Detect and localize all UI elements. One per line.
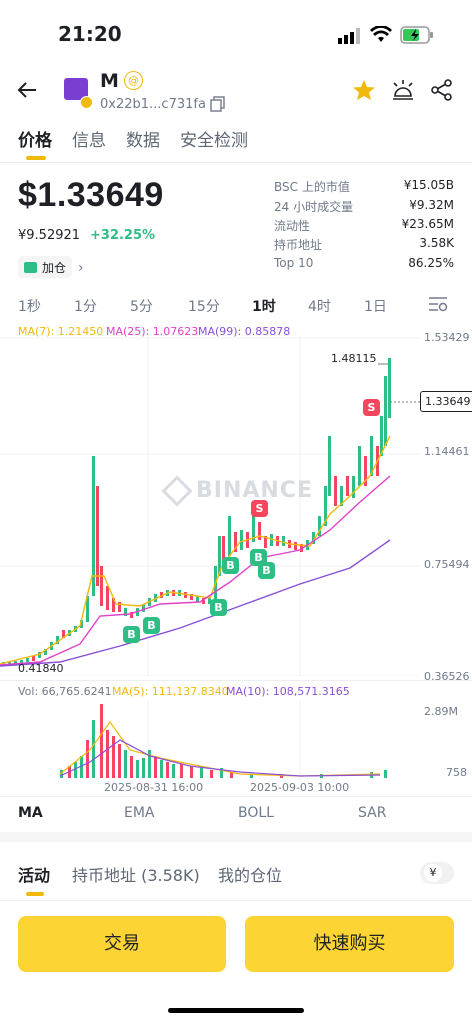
share-icon[interactable] — [430, 78, 454, 106]
ma99-line — [0, 539, 391, 667]
section-gap — [0, 832, 472, 842]
copy-icon[interactable] — [210, 96, 226, 116]
star-icon[interactable] — [352, 79, 376, 105]
tab-my-position[interactable]: 我的仓位 — [218, 866, 283, 885]
price-alert-icon[interactable] — [390, 78, 416, 106]
current-price: $1.33649 — [18, 176, 164, 214]
date-label-1: 2025-08-31 16:00 — [104, 781, 204, 794]
wallet-icon — [24, 261, 37, 273]
activity-tab-indicator — [26, 892, 44, 896]
status-time: 21:20 — [58, 22, 122, 46]
ma25-label: MA(25): 1.07623 — [106, 325, 199, 338]
stat-label-volume: 24 小时成交量 — [274, 200, 354, 214]
bsc-chain-icon — [80, 96, 93, 109]
stat-value-liquidity: ¥23.65M — [401, 217, 454, 231]
interval-1h[interactable]: 1时 — [252, 299, 276, 315]
token-logo — [64, 78, 88, 100]
trade-button[interactable]: 交易 — [18, 916, 226, 972]
volume-label: Vol: 66,765.6241 — [18, 685, 112, 698]
buy-marker[interactable]: B — [143, 617, 160, 634]
price-chart[interactable] — [0, 336, 420, 676]
currency-symbol: ¥ — [424, 864, 442, 882]
add-position-label: 加仓 — [42, 260, 67, 275]
tab-activity[interactable]: 活动 — [18, 866, 51, 885]
tab-security[interactable]: 安全检测 — [180, 131, 248, 151]
y-axis-1: 1.53429 — [424, 331, 470, 344]
stat-label-mcap: BSC 上的市值 — [274, 180, 350, 194]
sell-marker[interactable]: S — [363, 399, 380, 416]
stat-value-top10: 86.25% — [408, 256, 454, 270]
sell-marker[interactable]: S — [251, 500, 268, 517]
binance-logo-icon — [161, 475, 193, 507]
date-label-2: 2025-09-03 10:00 — [250, 781, 350, 794]
ma7-label: MA(7): 1.21450 — [18, 325, 104, 338]
price-cny: ¥9.52921 — [18, 228, 81, 243]
tab-holders[interactable]: 持币地址 (3.58K) — [72, 866, 200, 885]
indicator-boll[interactable]: BOLL — [238, 805, 274, 821]
high-label: 1.48115 — [331, 352, 377, 365]
home-indicator — [168, 1008, 304, 1013]
stat-value-volume: ¥9.32M — [409, 198, 454, 212]
interval-5m[interactable]: 5分 — [130, 299, 153, 315]
ma7-line — [0, 435, 391, 665]
buy-marker[interactable]: B — [250, 549, 267, 566]
chevron-right-icon[interactable]: › — [78, 260, 84, 276]
vol-ma10-label: MA(10): 108,571.3165 — [226, 685, 350, 698]
vol-axis-top: 2.89M — [424, 705, 458, 718]
ma99-label: MA(99): 0.85878 — [198, 325, 291, 338]
chart-settings-icon[interactable] — [428, 296, 448, 316]
indicator-ema[interactable]: EMA — [124, 805, 155, 821]
ma25-line — [0, 475, 391, 666]
current-price-tag: 1.33649 — [420, 391, 472, 412]
interval-4h[interactable]: 4时 — [308, 299, 331, 315]
tab-data[interactable]: 数据 — [126, 131, 160, 151]
stat-value-mcap: ¥15.05B — [403, 178, 454, 192]
stat-label-holders: 持币地址 — [274, 238, 323, 252]
signal-icon — [338, 28, 362, 48]
divider — [0, 900, 472, 901]
token-name: M — [100, 70, 119, 92]
low-label: 0.41840 — [18, 662, 64, 675]
divider — [0, 680, 472, 681]
divider — [0, 162, 472, 163]
currency-toggle[interactable]: ¥ — [420, 862, 454, 884]
vol-ma5-label: MA(5): 111,137.8340 — [112, 685, 229, 698]
stat-label-top10: Top 10 — [274, 256, 314, 270]
y-axis-3: 0.75494 — [424, 558, 470, 571]
vol-axis-bottom: 758 — [446, 766, 467, 779]
interval-1s[interactable]: 1秒 — [18, 299, 41, 315]
stat-label-liquidity: 流动性 — [274, 219, 311, 233]
buy-marker[interactable]: B — [222, 557, 239, 574]
battery-icon — [400, 26, 434, 48]
quick-buy-button[interactable]: 快速购买 — [245, 916, 454, 972]
alpha-badge-icon: @ — [124, 71, 143, 90]
stat-value-holders: 3.58K — [419, 236, 454, 250]
buy-marker[interactable]: B — [210, 599, 227, 616]
indicator-ma[interactable]: MA — [18, 805, 43, 821]
add-position-button[interactable]: 加仓 — [18, 256, 73, 278]
tab-price[interactable]: 价格 — [18, 131, 52, 151]
interval-1m[interactable]: 1分 — [74, 299, 97, 315]
binance-watermark: BINANCE — [161, 475, 313, 507]
buy-marker[interactable]: B — [258, 562, 275, 579]
token-address: 0x22b1...c731fa — [100, 97, 206, 112]
indicator-sar[interactable]: SAR — [358, 805, 387, 821]
interval-15m[interactable]: 15分 — [188, 299, 220, 315]
back-arrow-icon[interactable] — [16, 80, 38, 104]
top-tabs: 价格 信息 数据 安全检测 — [18, 126, 268, 151]
wifi-icon — [370, 25, 392, 48]
interval-1d[interactable]: 1日 — [364, 299, 387, 315]
volume-chart — [59, 700, 387, 780]
tab-indicator — [26, 156, 46, 160]
divider — [0, 796, 472, 797]
price-change: +32.25% — [90, 228, 156, 243]
watermark-text: BINANCE — [196, 478, 313, 503]
buy-marker[interactable]: B — [123, 626, 140, 643]
y-axis-2: 1.14461 — [424, 445, 470, 458]
tab-info[interactable]: 信息 — [72, 131, 106, 151]
y-axis-4: 0.36526 — [424, 670, 470, 683]
